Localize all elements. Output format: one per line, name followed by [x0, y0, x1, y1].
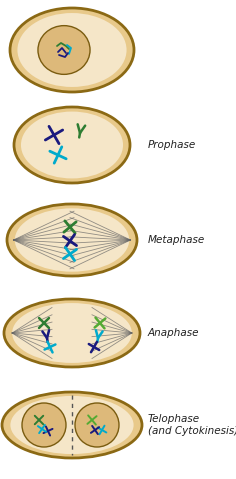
Ellipse shape [4, 299, 140, 367]
Ellipse shape [14, 107, 130, 183]
Ellipse shape [10, 8, 134, 92]
Ellipse shape [17, 13, 126, 87]
Text: Metaphase: Metaphase [148, 235, 205, 245]
Ellipse shape [75, 403, 119, 447]
Ellipse shape [38, 26, 90, 74]
Ellipse shape [2, 392, 142, 458]
Ellipse shape [15, 208, 129, 272]
Ellipse shape [10, 396, 134, 454]
Text: Telophase
(and Cytokinesis): Telophase (and Cytokinesis) [148, 414, 236, 436]
Ellipse shape [21, 112, 123, 179]
Text: Prophase: Prophase [148, 140, 196, 150]
Ellipse shape [22, 403, 66, 447]
Text: Anaphase: Anaphase [148, 328, 199, 338]
Ellipse shape [12, 303, 132, 363]
Ellipse shape [7, 204, 137, 276]
